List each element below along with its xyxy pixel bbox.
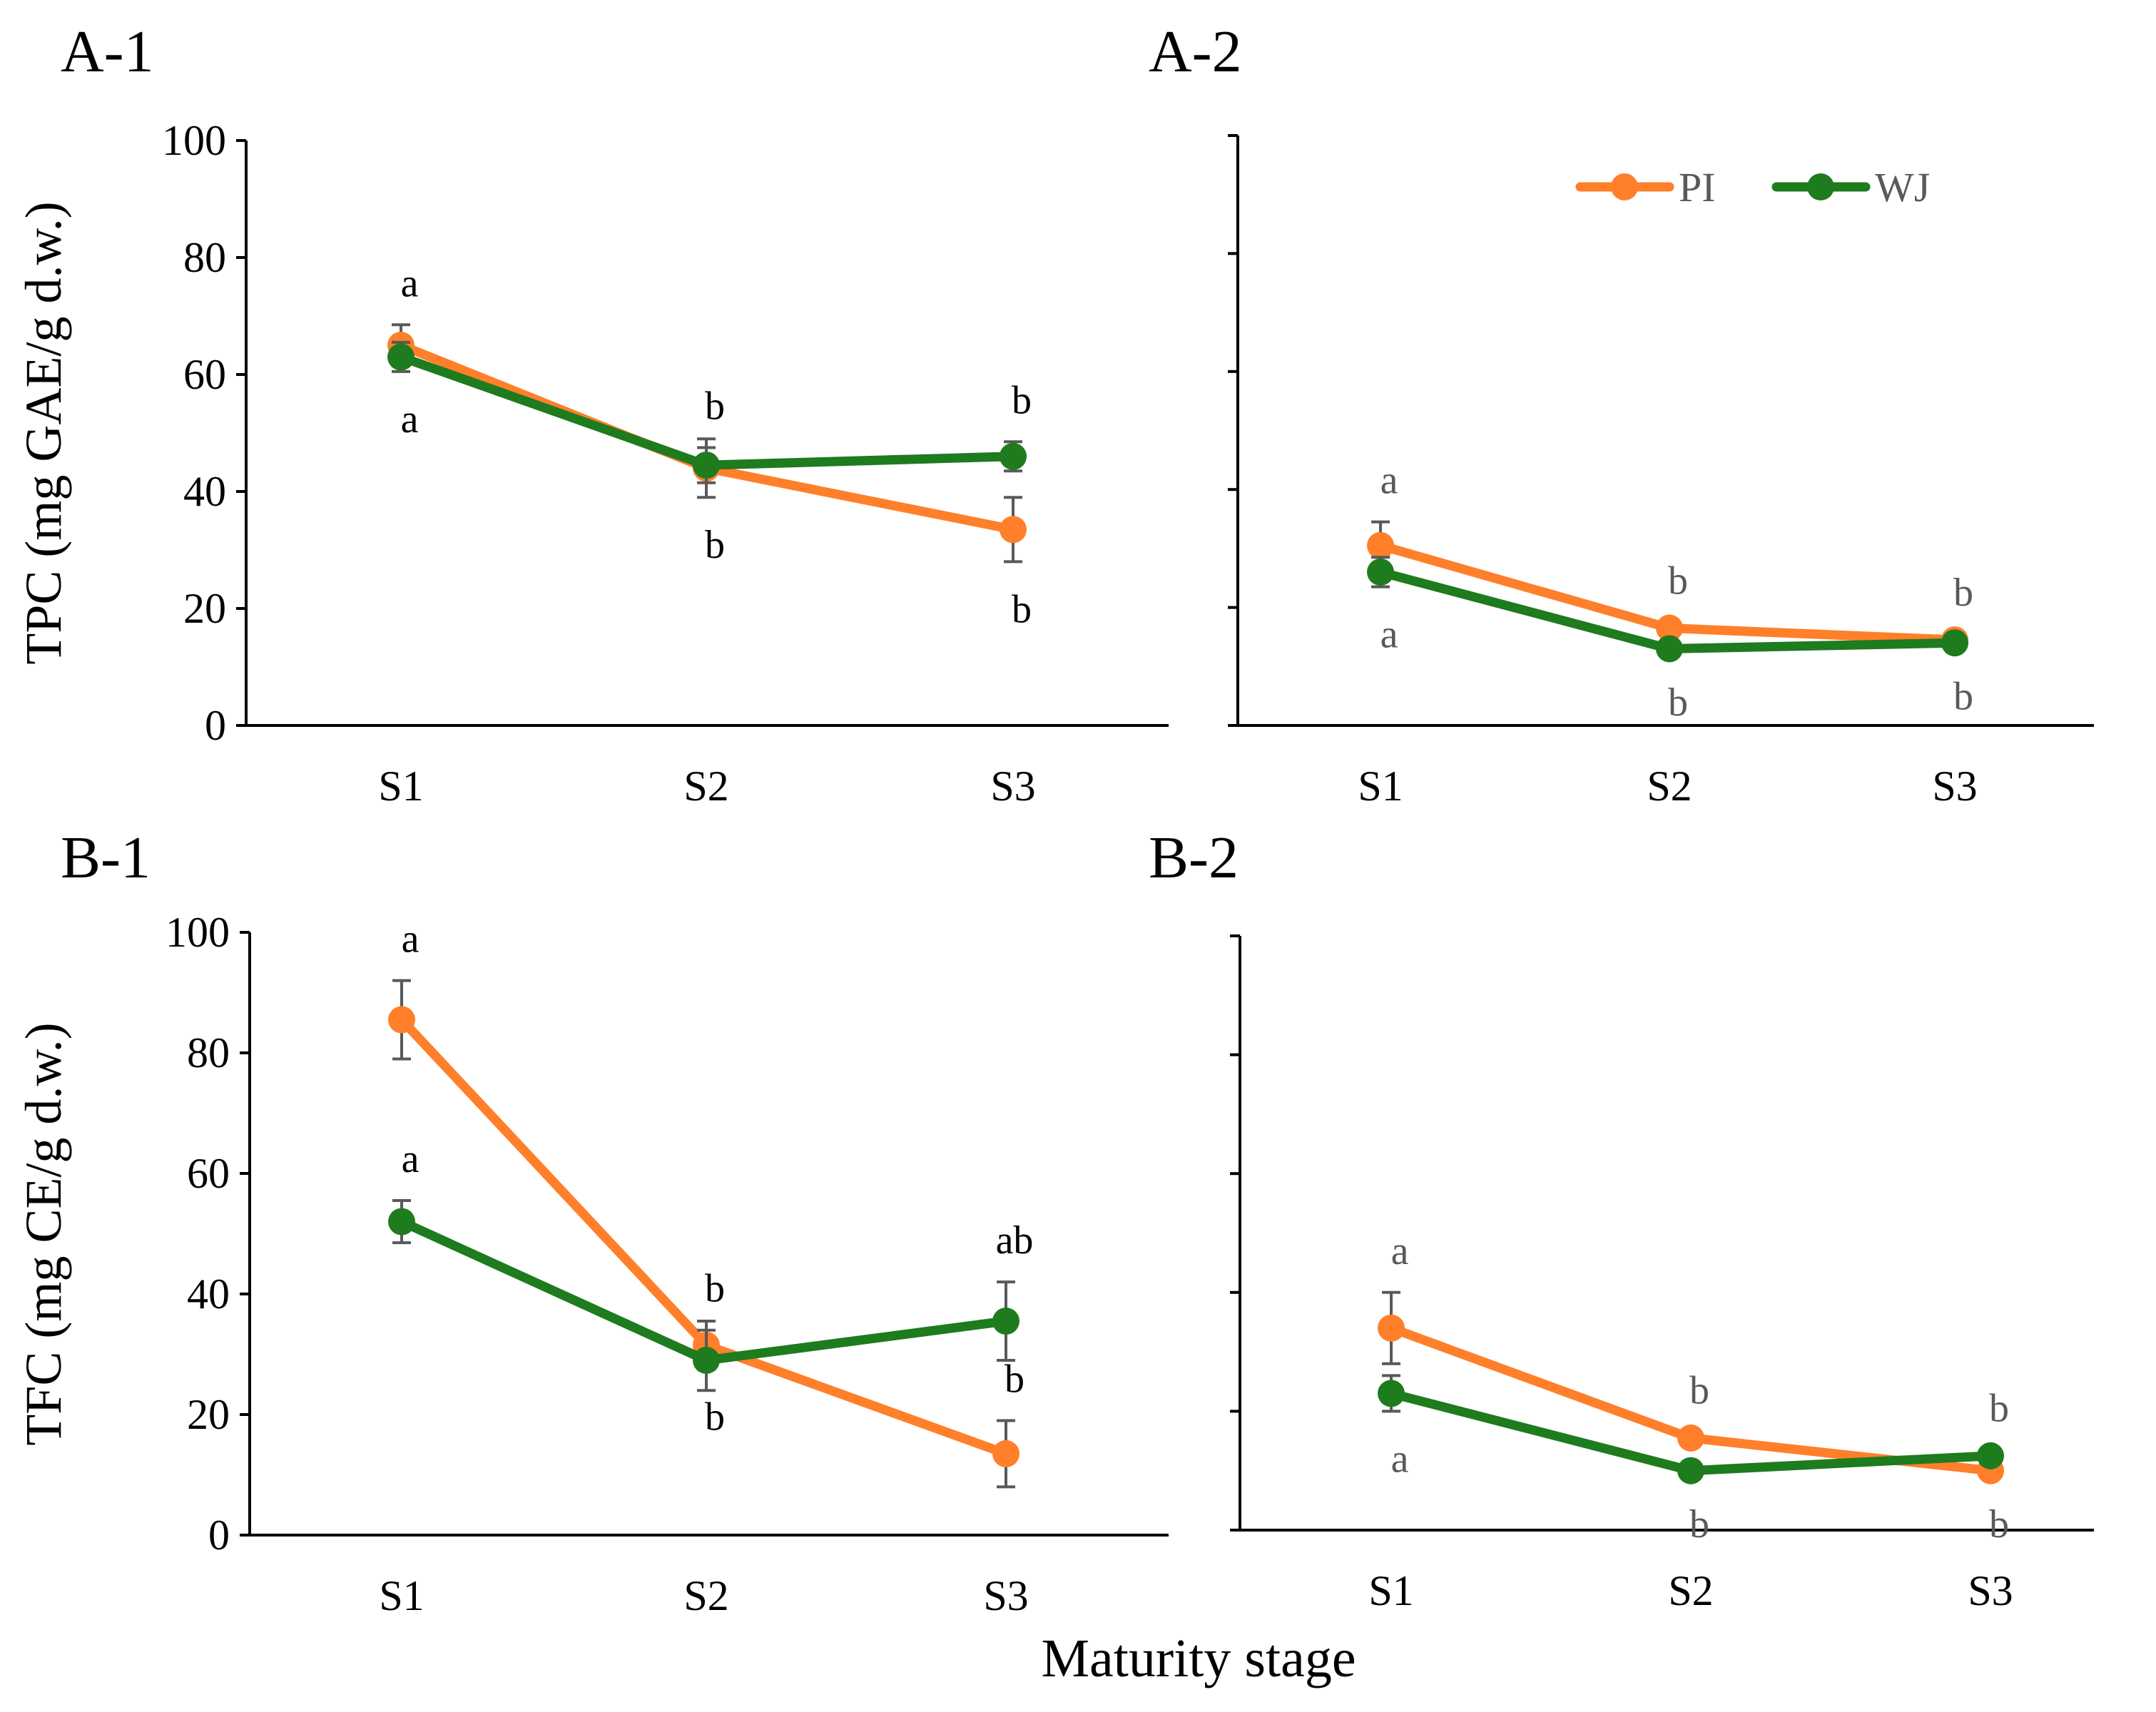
y-tick-label: 20: [183, 585, 226, 632]
x-tick-label: S1: [1358, 763, 1403, 810]
significance-letter: b: [1989, 1387, 2009, 1431]
y-tick-label: 0: [205, 702, 226, 749]
panel-title: B-1: [61, 825, 151, 891]
y-tick-label: 0: [208, 1512, 230, 1559]
data-point: [693, 1346, 720, 1374]
series-wj: [1378, 1374, 2004, 1484]
x-tick-label: S2: [1668, 1567, 1713, 1614]
significance-letter: ab: [996, 1218, 1034, 1263]
series-wj: [387, 340, 1027, 484]
significance-letter: a: [401, 397, 419, 442]
x-tick-label: S1: [379, 1572, 424, 1619]
legend-swatch-marker: [1807, 173, 1834, 200]
y-tick-label: 100: [162, 117, 226, 164]
significance-letter: a: [401, 261, 419, 305]
panel-a-1: A-1 0 20 40 60 80 100 S1 S2 S3 TPC (mg GAE/g d.w.)…: [15, 19, 1169, 810]
significance-letter: b: [1953, 571, 1973, 615]
x-tick-label: S3: [990, 763, 1035, 810]
significance-letter: b: [705, 1395, 725, 1440]
panel-b-1: B-1 0 20 40 60 80 100 S1 S2 S3 TFC (mg CE/g d.w.) a…: [15, 825, 1169, 1619]
legend-item-wj: WJ: [1771, 164, 1930, 210]
significance-letter: b: [705, 384, 725, 429]
panel-title: A-2: [1149, 19, 1242, 85]
significance-letter: b: [1689, 1369, 1709, 1413]
x-tick-label: S1: [1368, 1567, 1413, 1614]
legend: PI WJ: [1575, 164, 1930, 210]
data-point: [1677, 1424, 1704, 1452]
panel-title: A-1: [61, 19, 154, 85]
data-point: [1941, 629, 1968, 657]
x-tick-label: S3: [1932, 763, 1977, 810]
series-pi: [388, 979, 1019, 1489]
significance-letter: a: [1380, 459, 1398, 503]
y-axis-label: TPC (mg GAE/g d.w.): [15, 201, 72, 664]
y-axis-label: TFC (mg CE/g d.w.): [15, 1022, 72, 1445]
y-tick-label: 40: [183, 468, 226, 515]
data-point: [1367, 531, 1394, 559]
data-point: [1367, 558, 1394, 586]
legend-item-pi: PI: [1575, 164, 1716, 210]
data-point: [1000, 442, 1027, 470]
series-wj: [1367, 556, 1968, 663]
data-point: [1000, 516, 1027, 544]
y-tick-label: 100: [166, 909, 230, 956]
data-point: [992, 1440, 1019, 1467]
significance-letter: b: [1012, 378, 1032, 422]
x-tick-label: S3: [1968, 1567, 2013, 1614]
panel-title: B-2: [1149, 825, 1239, 891]
x-tick-label: S1: [378, 763, 423, 810]
significance-letter: a: [1380, 613, 1398, 657]
significance-letter: a: [402, 917, 419, 962]
significance-letter: a: [1391, 1437, 1409, 1481]
significance-letter: b: [705, 1267, 725, 1311]
series-line: [397, 1015, 1011, 1459]
data-point: [1656, 635, 1683, 663]
panel-a-2: A-2 S1 S2 S3 a b b a b b: [1149, 19, 2094, 810]
y-tick-label: 80: [187, 1029, 230, 1076]
data-point: [1656, 614, 1683, 642]
data-point: [1977, 1442, 2004, 1469]
significance-letter: b: [1689, 1502, 1709, 1547]
y-tick-label: 60: [187, 1150, 230, 1197]
significance-letter: b: [1668, 559, 1688, 603]
x-tick-label: S2: [1647, 763, 1692, 810]
series-line: [396, 340, 1018, 534]
significance-letter: b: [1953, 674, 1973, 718]
legend-label: WJ: [1875, 164, 1930, 210]
significance-letter: b: [1012, 587, 1032, 631]
data-point: [992, 1308, 1019, 1335]
data-point: [388, 1006, 415, 1034]
x-tick-label: S2: [683, 1572, 728, 1619]
data-point: [1378, 1380, 1405, 1407]
data-point: [693, 452, 720, 479]
series-wj: [388, 1199, 1019, 1392]
significance-letter: b: [1668, 681, 1688, 725]
y-tick-label: 80: [183, 234, 226, 281]
y-tick-label: 60: [183, 351, 226, 398]
significance-letter: b: [1989, 1502, 2009, 1547]
panel-b-2: B-2 S1 S2 S3 a b b a b b: [1149, 825, 2094, 1614]
data-point: [1677, 1457, 1704, 1484]
data-point: [1378, 1314, 1405, 1342]
legend-swatch-marker: [1611, 173, 1638, 200]
data-point: [388, 1208, 415, 1235]
y-tick-label: 20: [187, 1391, 230, 1438]
x-tick-label: S2: [683, 763, 728, 810]
significance-letter: b: [705, 523, 725, 567]
legend-label: PI: [1679, 164, 1716, 210]
significance-letter: b: [1005, 1357, 1024, 1401]
data-point: [387, 343, 415, 371]
significance-letter: a: [1391, 1229, 1409, 1273]
figure-x-axis-label: Maturity stage: [1041, 1629, 1356, 1688]
y-tick-label: 40: [187, 1270, 230, 1318]
x-tick-label: S3: [983, 1572, 1028, 1619]
significance-letter: a: [402, 1137, 419, 1181]
